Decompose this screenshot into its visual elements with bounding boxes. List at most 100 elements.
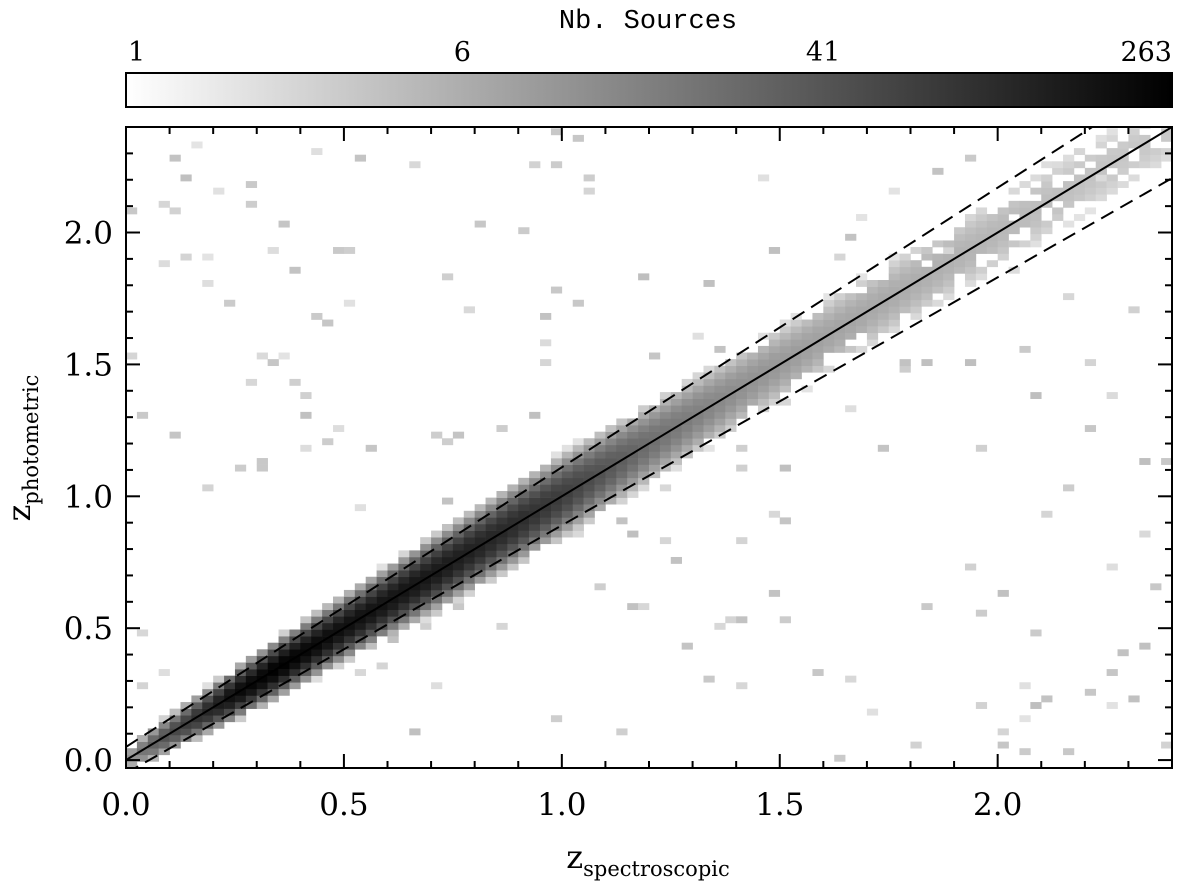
- heatmap-cell: [158, 728, 170, 736]
- heatmap-cell: [550, 517, 563, 525]
- heatmap-cell: [714, 345, 726, 353]
- heatmap-cell: [692, 425, 704, 432]
- heatmap-cell: [452, 530, 465, 538]
- heatmap-cell: [790, 365, 802, 373]
- heatmap-cell: [1150, 154, 1162, 162]
- heatmap-cell: [899, 299, 911, 307]
- heatmap-cell: [300, 675, 312, 683]
- heatmap-cell: [877, 319, 890, 327]
- heatmap-cell: [659, 438, 672, 446]
- heatmap-cell: [518, 537, 530, 545]
- heatmap-cell: [594, 451, 606, 459]
- heatmap-cell: [322, 616, 334, 624]
- heatmap-cell: [801, 326, 813, 334]
- heatmap-cell: [136, 735, 149, 742]
- heatmap-cell: [997, 227, 1009, 235]
- heatmap-cell: [997, 220, 1009, 228]
- heatmap-cell: [692, 332, 704, 340]
- heatmap-cell: [670, 458, 682, 465]
- heatmap-cell: [768, 365, 781, 373]
- heatmap-cell: [572, 451, 584, 459]
- heatmap-cell: [300, 622, 312, 630]
- heatmap-cell: [736, 411, 748, 419]
- heatmap-cell: [1106, 174, 1118, 182]
- heatmap-cell: [289, 378, 301, 386]
- heatmap-cell: [561, 530, 574, 538]
- heatmap-cell: [540, 517, 552, 525]
- heatmap-cell: [572, 134, 584, 142]
- heatmap-cell: [202, 484, 214, 492]
- heatmap-cell: [616, 444, 628, 452]
- heatmap-cell: [398, 616, 410, 624]
- heatmap-cell: [572, 299, 584, 307]
- heatmap-cell: [736, 359, 748, 367]
- heatmap-cell: [779, 332, 791, 340]
- heatmap-cell: [583, 491, 595, 498]
- heatmap-cell: [540, 504, 552, 512]
- heatmap-cell: [409, 563, 421, 571]
- heatmap-cell: [213, 721, 225, 729]
- x-tick-label: 1.5: [755, 787, 804, 823]
- heatmap-cell: [158, 715, 170, 723]
- heatmap-cell: [354, 596, 367, 604]
- heatmap-cell: [943, 247, 955, 254]
- heatmap-cell: [169, 735, 181, 742]
- heatmap-cell: [823, 332, 835, 340]
- heatmap-cell: [126, 352, 138, 360]
- heatmap-cell: [431, 589, 443, 597]
- heatmap-cell: [1106, 702, 1118, 709]
- heatmap-cell: [866, 326, 879, 334]
- heatmap-cell: [398, 570, 410, 578]
- heatmap-cell: [147, 735, 159, 742]
- heatmap-cell: [452, 603, 465, 611]
- heatmap-cell: [431, 682, 443, 690]
- heatmap-cell: [278, 629, 290, 637]
- heatmap-cell: [703, 280, 715, 287]
- heatmap-cell: [245, 200, 258, 208]
- heatmap-cell: [1150, 583, 1162, 591]
- heatmap-cell: [333, 662, 345, 670]
- heatmap-cell: [1150, 148, 1162, 155]
- heatmap-cell: [409, 161, 421, 169]
- heatmap-cell: [670, 425, 682, 432]
- heatmap-cell: [921, 359, 933, 367]
- heatmap-cell: [986, 233, 998, 241]
- heatmap-cell: [964, 214, 977, 221]
- heatmap-cell: [333, 616, 345, 624]
- heatmap-cell: [834, 293, 846, 301]
- heatmap-cell: [692, 385, 704, 393]
- heatmap-cell: [474, 530, 486, 538]
- heatmap-cell: [899, 280, 911, 287]
- heatmap-cell: [943, 273, 955, 281]
- heatmap-cell: [605, 497, 617, 505]
- heatmap-cell: [888, 293, 900, 301]
- heatmap-cell: [594, 431, 606, 439]
- heatmap-cell: [834, 312, 846, 320]
- heatmap-cell: [213, 715, 225, 723]
- heatmap-cell: [790, 326, 802, 334]
- heatmap-cell: [169, 431, 181, 439]
- heatmap-cell: [311, 622, 323, 630]
- heatmap-cell: [692, 378, 704, 386]
- heatmap-cell: [964, 266, 977, 274]
- heatmap-cell: [627, 477, 639, 485]
- heatmap-cell: [964, 273, 977, 281]
- heatmap-cell: [834, 345, 846, 353]
- heatmap-cell: [398, 556, 410, 564]
- heatmap-cell: [975, 444, 988, 452]
- heatmap-cell: [278, 675, 290, 683]
- heatmap-cell: [1084, 187, 1097, 195]
- heatmap-cell: [169, 708, 181, 716]
- heatmap-cell: [725, 418, 737, 426]
- heatmap-cell: [376, 563, 388, 571]
- heatmap-cell: [245, 688, 258, 696]
- heatmap-cell: [463, 556, 475, 564]
- heatmap-cell: [572, 471, 584, 479]
- heatmap-cell: [387, 570, 399, 578]
- heatmap-cell: [986, 227, 998, 235]
- heatmap-cell: [245, 378, 258, 386]
- heatmap-cell: [387, 596, 399, 604]
- heatmap-cell: [245, 669, 258, 676]
- heatmap-cell: [1030, 227, 1042, 235]
- heatmap-cell: [757, 378, 770, 386]
